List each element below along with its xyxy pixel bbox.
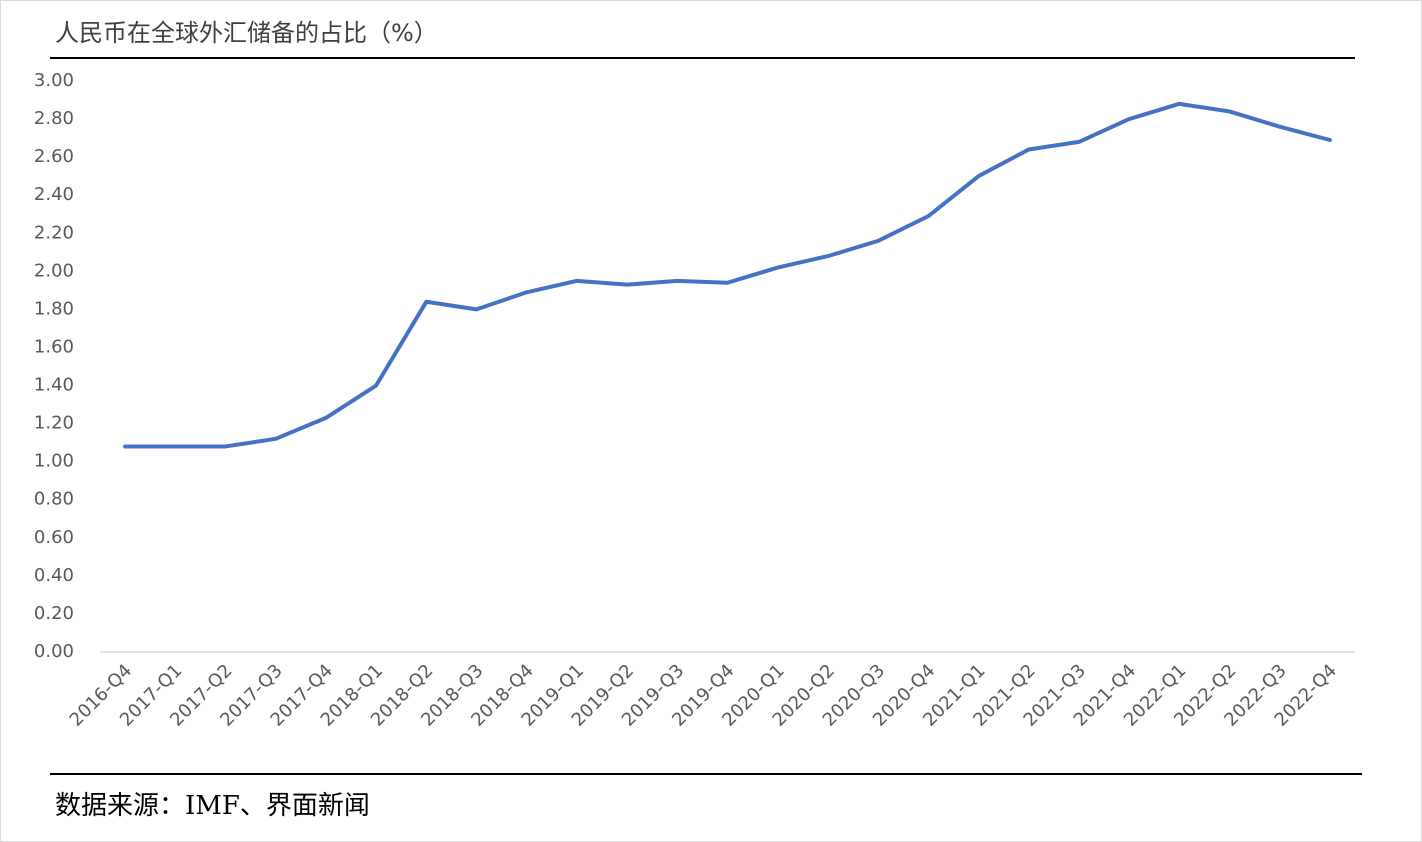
y-tick-label: 3.00 — [34, 70, 74, 91]
y-tick-label: 1.80 — [34, 298, 74, 319]
y-tick-label: 1.40 — [34, 375, 74, 396]
y-tick-label: 0.00 — [34, 641, 74, 662]
y-tick-label: 1.00 — [34, 451, 74, 472]
y-tick-label: 2.20 — [34, 222, 74, 243]
line-series — [123, 101, 1332, 449]
y-tick-label: 2.40 — [34, 184, 74, 205]
y-tick-label: 1.60 — [34, 336, 74, 357]
y-tick-label: 2.80 — [34, 108, 74, 129]
y-tick-label: 2.60 — [34, 146, 74, 167]
y-tick-label: 0.20 — [34, 603, 74, 624]
y-tick-label: 0.80 — [34, 489, 74, 510]
y-tick-label: 1.20 — [34, 413, 74, 434]
y-tick-label: 0.40 — [34, 565, 74, 586]
y-tick-label: 0.60 — [34, 527, 74, 548]
chart-title: 人民币在全球外汇储备的占比（%） — [55, 19, 438, 47]
source-note: 数据来源：IMF、界面新闻 — [55, 791, 370, 821]
y-tick-label: 2.00 — [34, 260, 74, 281]
